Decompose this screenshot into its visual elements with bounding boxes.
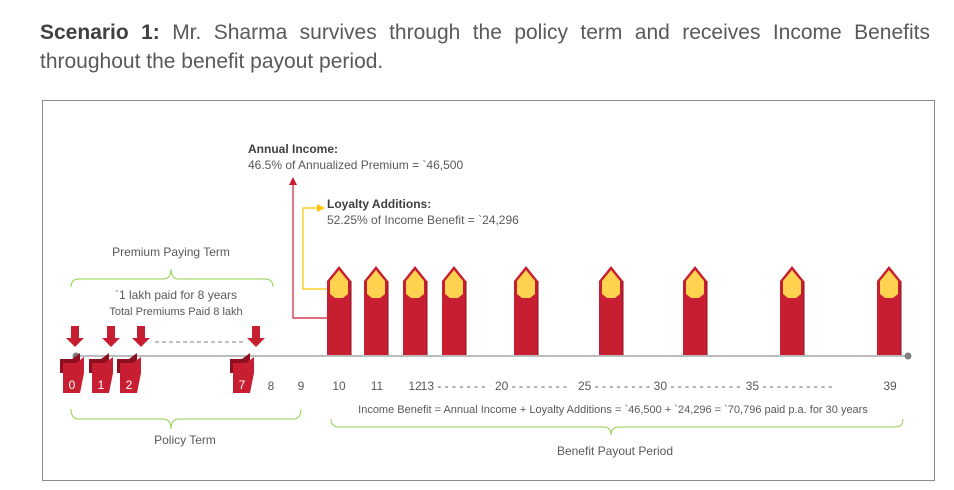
loyalty-connector	[302, 207, 327, 290]
premium-paying-term-label: Premium Paying Term	[112, 245, 230, 259]
year-label-39: 39	[883, 379, 897, 393]
pillar-loyalty-cap	[783, 270, 801, 298]
premium-year-label: 0	[69, 378, 76, 392]
premium-year-block-7: 7	[230, 353, 254, 393]
plain-year-labels: 8 9 10 11 12	[268, 379, 422, 393]
pillar-loyalty-cap	[686, 270, 704, 298]
premium-year-block-1: 1	[89, 353, 113, 393]
benefit-pillar-year-30	[683, 266, 708, 355]
loyalty-detail: 52.25% of Income Benefit = `24,296	[327, 213, 519, 227]
premium-arrow-year-0	[66, 326, 84, 347]
policy-term-brace	[70, 408, 302, 430]
annual-income-title: Annual Income:	[248, 142, 338, 156]
scenario-heading: Scenario 1: Mr. Sharma survives through …	[40, 18, 930, 76]
year-label-30: 30 - - - - - - - - - -	[654, 379, 741, 393]
timeline-end-dot	[904, 352, 912, 360]
income-benefit-formula: Income Benefit = Annual Income + Loyalty…	[358, 404, 868, 416]
pillar-loyalty-cap	[517, 270, 535, 298]
premium-year-label: 1	[98, 378, 105, 392]
year-label-11: 11	[371, 379, 384, 393]
benefit-pillar-year-12	[403, 266, 428, 355]
benefit-illustration-svg: Annual Income: 46.5% of Annualized Premi…	[60, 142, 912, 458]
scenario-text: Mr. Sharma survives through the policy t…	[40, 21, 930, 73]
benefit-pillar-year-35	[780, 266, 805, 355]
year-label-9: 9	[298, 379, 305, 393]
premium-arrow-year-1	[102, 326, 120, 347]
annual-income-detail: 46.5% of Annualized Premium = `46,500	[248, 158, 463, 172]
benefit-payout-period-label: Benefit Payout Period	[557, 444, 673, 458]
premium-block-face	[92, 357, 113, 393]
year-label-13: 13 - - - - - - -	[421, 379, 486, 393]
dashed-year-labels: 13 - - - - - - - 20 - - - - - - - - 25 - -…	[421, 379, 897, 393]
benefit-pillar-year-11	[364, 266, 389, 355]
year-label-25: 25 - - - - - - - -	[578, 379, 650, 393]
benefit-pillars	[327, 266, 902, 355]
benefit-pillar-year-39	[877, 266, 902, 355]
year-label-8: 8	[268, 379, 275, 393]
policy-term-label: Policy Term	[154, 433, 216, 447]
premium-arrows	[66, 326, 265, 347]
benefit-pillar-year-25	[599, 266, 624, 355]
loyalty-arrowhead	[317, 204, 325, 212]
premium-paying-term-brace	[70, 268, 274, 288]
premium-amount-text: `1 lakh paid for 8 years	[115, 288, 237, 302]
year-label-10: 10	[332, 379, 346, 393]
annual-income-arrowhead	[289, 177, 297, 185]
total-premium-text: Total Premiums Paid 8 lakh	[109, 306, 242, 318]
year-label-12: 12	[408, 379, 422, 393]
loyalty-title: Loyalty Additions:	[327, 197, 431, 211]
pillar-loyalty-cap	[406, 270, 424, 298]
pillar-loyalty-cap	[445, 270, 463, 298]
annual-income-connector	[292, 181, 327, 319]
premium-block-face	[63, 357, 84, 393]
year-label-20: 20 - - - - - - - -	[495, 379, 567, 393]
premium-year-label: 2	[126, 378, 133, 392]
benefit-illustration: Annual Income: 46.5% of Annualized Premi…	[42, 100, 935, 481]
benefit-pillar-year-20	[514, 266, 539, 355]
premium-arrow-year-7	[247, 326, 265, 347]
premium-year-label: 7	[239, 378, 246, 392]
premium-block-face	[233, 357, 254, 393]
premium-year-block-0: 0	[60, 353, 84, 393]
premium-block-face	[120, 357, 141, 393]
pillar-loyalty-cap	[602, 270, 620, 298]
premium-year-block-2: 2	[117, 353, 141, 393]
pillar-loyalty-cap	[330, 270, 348, 298]
year-label-35: 35 - - - - - - - - - -	[746, 379, 833, 393]
premium-year-blocks: 0 1 2 7	[60, 353, 254, 393]
benefit-pillar-year-13	[442, 266, 467, 355]
benefit-payout-brace	[330, 418, 904, 436]
pillar-loyalty-cap	[367, 270, 385, 298]
pillar-loyalty-cap	[880, 270, 898, 298]
benefit-pillar-year-10	[327, 266, 352, 355]
premium-arrow-year-2	[132, 326, 150, 347]
scenario-label: Scenario 1:	[40, 21, 160, 44]
